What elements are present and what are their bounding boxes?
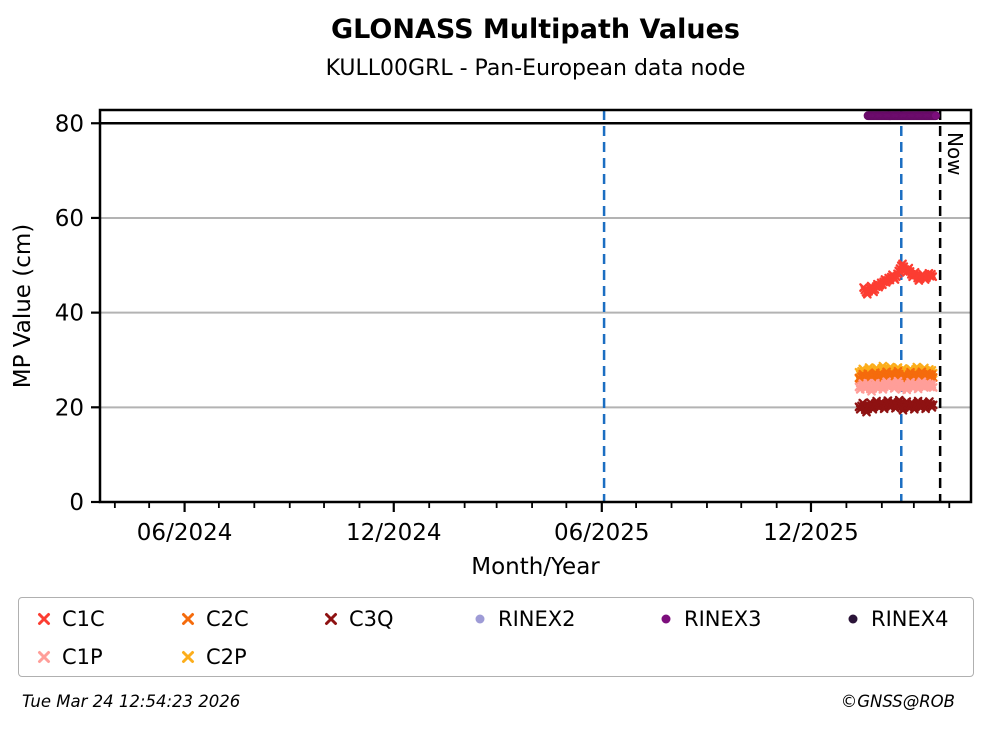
dot-marker-icon <box>848 614 858 624</box>
x-marker-icon <box>38 651 50 663</box>
data-point-C1P <box>928 383 938 392</box>
legend-item-RINEX4: RINEX4 <box>844 607 949 631</box>
x-marker-icon <box>325 613 337 625</box>
x-tick-label: 12/2025 <box>763 520 859 546</box>
x-tick-label: 06/2025 <box>554 520 650 546</box>
dot-marker-glyph <box>848 614 858 624</box>
legend-item-RINEX3: RINEX3 <box>657 607 762 631</box>
copyright: ©GNSS@ROB <box>840 692 955 711</box>
legend-item-C2C: C2C <box>179 607 249 631</box>
y-tick-label: 40 <box>55 301 84 327</box>
plot-area: Now 06/2024 12/2024 06/2025 12/2025 0 20 40 60 80… <box>10 108 973 580</box>
x-marker-glyph <box>182 651 194 663</box>
x-axis-label: Month/Year <box>471 554 600 580</box>
dot-marker-icon <box>661 614 671 624</box>
dot-marker-glyph <box>475 614 485 624</box>
x-marker-icon <box>182 613 194 625</box>
now-label: Now <box>943 132 967 176</box>
dot-marker-icon <box>475 614 485 624</box>
legend-label: RINEX2 <box>498 607 576 631</box>
legend-item-RINEX2: RINEX2 <box>471 607 576 631</box>
legend-label: C2C <box>206 607 249 631</box>
y-tick-label: 60 <box>55 206 84 232</box>
x-tick-label: 12/2024 <box>346 520 442 546</box>
data-point-C1C <box>928 272 938 282</box>
y-tick-label: 0 <box>69 490 84 516</box>
legend-item-C3Q: C3Q <box>322 607 394 631</box>
dot-marker-glyph <box>661 614 671 624</box>
chart-subtitle: KULL00GRL - Pan-European data node <box>325 56 746 81</box>
x-tick-label: 06/2024 <box>137 520 233 546</box>
legend-item-C2P: C2P <box>179 645 247 669</box>
data-point-RINEX3 <box>931 111 941 121</box>
x-marker-icon <box>182 651 194 663</box>
legend-item-C1C: C1C <box>35 607 105 631</box>
x-marker-glyph <box>325 613 337 625</box>
legend-label: C3Q <box>349 607 394 631</box>
x-marker-icon <box>38 613 50 625</box>
x-marker-glyph <box>38 613 50 625</box>
legend-label: C1P <box>62 645 103 669</box>
y-axis-label: MP Value (cm) <box>10 224 36 389</box>
axes-frame <box>98 108 973 504</box>
timestamp: Tue Mar 24 12:54:23 2026 <box>22 692 241 711</box>
y-tick-label: 20 <box>55 395 84 421</box>
legend-label: RINEX4 <box>871 607 949 631</box>
x-marker-glyph <box>182 613 194 625</box>
legend-label: C2P <box>206 645 247 669</box>
data-point-C3Q <box>928 400 938 410</box>
legend-label: C1C <box>62 607 105 631</box>
legend-label: RINEX3 <box>684 607 762 631</box>
chart-title: GLONASS Multipath Values <box>330 14 740 45</box>
legend: C1C C2C C3Q RINEX2 RINEX3 RINEX4 C1P C2P <box>18 597 974 677</box>
x-marker-glyph <box>38 651 50 663</box>
y-tick-label: 80 <box>55 111 84 137</box>
legend-item-C1P: C1P <box>35 645 103 669</box>
